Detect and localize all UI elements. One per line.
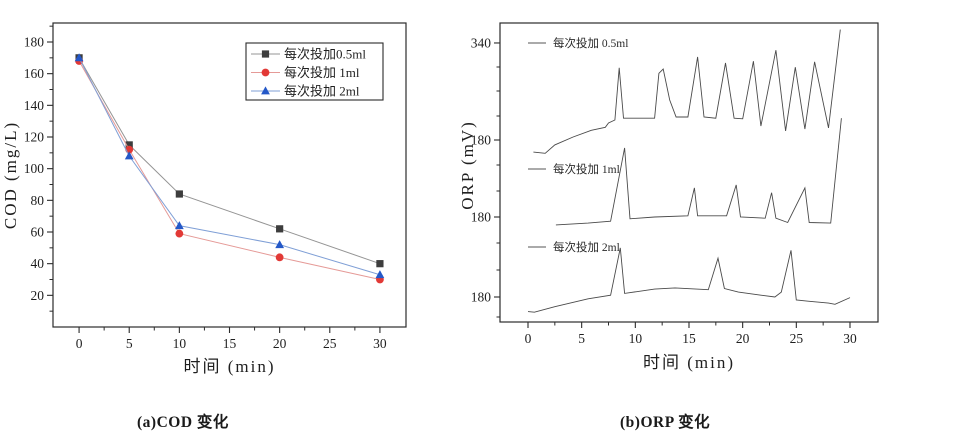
cod-data-marker [275,253,284,262]
orp-y-axis-title: ORP (mV) [458,120,477,210]
cod-x-tick-label: 30 [373,336,387,351]
cod-y-tick-label: 140 [24,98,45,113]
orp-y-tick-label: 180 [471,133,492,148]
cod-data-marker [275,240,285,249]
cod-y-axis-title: COD (mg/L) [1,121,20,229]
orp-y-tick-label: 340 [471,35,492,50]
orp-series-label-2: 每次投加 2ml [553,240,620,254]
cod-data-marker [125,141,133,149]
cod-data-marker [175,190,183,198]
cod-y-tick-label: 100 [24,161,45,176]
cod-data-marker [376,260,384,268]
legend-label-0: 每次投加0.5ml [284,47,366,62]
cod-x-tick-label: 25 [323,336,337,351]
orp-chart: 340 180 180 180 0 5 10 15 20 25 30 时间 (min) ORP (mV)… [458,22,879,372]
cod-x-tick-label: 20 [273,336,287,351]
orp-x-tick-label: 30 [843,331,857,346]
cod-data-marker [74,53,84,62]
legend-marker-square [261,50,270,58]
orp-y-tick-label: 180 [471,290,492,305]
legend-marker-triangle [261,86,270,95]
orp-x-tick-label: 20 [736,331,750,346]
cod-legend: 每次投加0.5ml 每次投加 1ml 每次投加 2ml [245,42,384,101]
cod-y-tick-label: 40 [31,256,45,271]
cod-y-tick-label: 60 [31,225,45,240]
cod-data-marker [174,221,184,230]
cod-series-2 [74,53,385,279]
cod-y-tick-label: 160 [24,66,45,81]
cod-x-tick-label: 10 [173,336,187,351]
orp-series-label-1: 每次投加 1ml [553,162,620,176]
orp-x-tick-label: 15 [682,331,696,346]
orp-x-tick-label: 5 [578,331,585,346]
cod-y-tick-label: 80 [31,193,45,208]
caption-cod: (a)COD 变化 [137,414,229,431]
orp-series-line-0 [533,29,841,154]
legend-label-1: 每次投加 1ml [284,65,360,80]
cod-chart: 20 40 60 80 100 120 140 160 180 0 5 10 15 20 25 30 时间 (m… [1,22,407,376]
orp-axes: 340 180 180 180 0 5 10 15 20 25 30 时间 (min) ORP (mV) [458,22,879,372]
cod-data-marker [124,151,134,160]
orp-y-tick-label: 180 [471,210,492,225]
orp-x-axis-title: 时间 (min) [643,353,735,372]
cod-x-axis-title: 时间 (min) [183,357,275,376]
cod-data-marker [276,225,284,233]
cod-y-tick-label: 180 [24,35,45,50]
legend-label-2: 每次投加 2ml [284,84,360,99]
orp-x-tick-label: 0 [525,331,532,346]
cod-y-tick-label: 20 [31,288,45,303]
cod-data-marker [375,270,385,279]
orp-series-line-2 [527,247,851,313]
cod-x-tick-label: 5 [126,336,133,351]
legend-marker-circle [261,68,270,77]
orp-x-tick-label: 10 [629,331,643,346]
orp-series-label-0: 每次投加 0.5ml [553,36,628,50]
orp-x-tick-label: 25 [790,331,804,346]
orp-series-line-1 [555,118,842,226]
cod-x-tick-label: 15 [223,336,237,351]
orp-series-0: 每次投加 0.5ml [528,29,841,154]
orp-series-1: 每次投加 1ml [528,118,842,226]
cod-data-marker [175,229,184,238]
cod-axes: 20 40 60 80 100 120 140 160 180 0 5 10 15 20 25 30 时间 (m… [1,22,407,376]
cod-x-tick-label: 0 [76,336,83,351]
caption-orp: (b)ORP 变化 [620,414,711,431]
cod-y-tick-label: 120 [24,130,45,145]
orp-series-2: 每次投加 2ml [527,240,851,313]
